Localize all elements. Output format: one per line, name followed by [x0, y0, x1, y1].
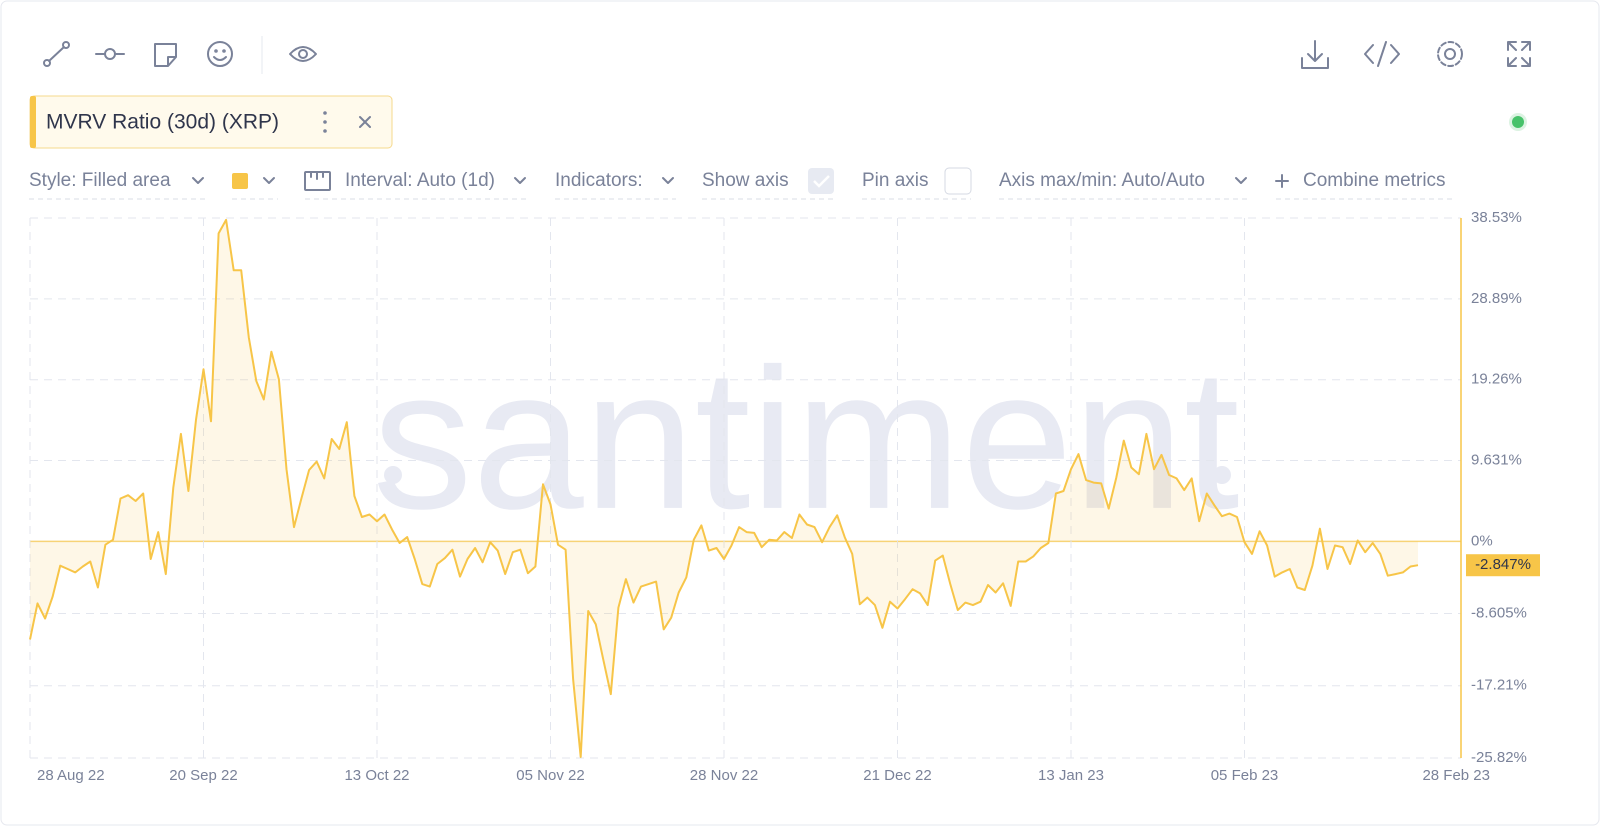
indicators-select[interactable]: Indicators:: [555, 170, 643, 191]
settings-button[interactable]: [1437, 41, 1463, 67]
pin-axis-checkbox[interactable]: [944, 167, 972, 195]
metric-tab[interactable]: MVRV Ratio (30d) (XRP): [29, 95, 393, 149]
interval-icon: [304, 171, 331, 191]
x-tick-label: 13 Jan 23: [1038, 767, 1104, 784]
plus-icon: [1275, 174, 1289, 188]
chevron: [192, 177, 204, 184]
watermark-text: santiment: [372, 328, 1239, 551]
x-tick-label: 05 Feb 23: [1211, 767, 1279, 784]
x-tick-label: 28 Aug 22: [37, 767, 105, 784]
tab-menu[interactable]: [323, 111, 327, 133]
x-tick-label: 20 Sep 22: [169, 767, 237, 784]
watermark: santiment: [372, 328, 1239, 551]
chart: 38.53% 28.89% 19.26% 9.631% 0% -8.605% -17.21%…: [29, 209, 1540, 784]
y-tick-label: -17.21%: [1471, 677, 1527, 694]
controls: Style: Filled area Interval: Auto (1d) I…: [29, 167, 1455, 200]
status-dot: [1512, 116, 1524, 128]
style-select[interactable]: Style: Filled area: [29, 170, 171, 191]
chevron: [1235, 177, 1247, 184]
x-tick-label: 13 Oct 22: [344, 767, 409, 784]
y-tick-label: -25.82%: [1471, 749, 1527, 766]
x-tick-label: 28 Feb 23: [1422, 767, 1490, 784]
interval-select[interactable]: Interval: Auto (1d): [345, 170, 495, 191]
y-tick-label: 38.53%: [1471, 209, 1522, 226]
watermark-dot: [1213, 466, 1231, 484]
y-tick-label: 28.89%: [1471, 290, 1522, 307]
chevron: [263, 177, 275, 184]
chevron: [662, 177, 674, 184]
x-tick-label: 28 Nov 22: [690, 767, 758, 784]
visibility-tool[interactable]: [289, 46, 317, 62]
area-fill: [30, 219, 1418, 757]
show-axis-label[interactable]: Show axis: [702, 170, 789, 191]
y-tick-label: -8.605%: [1471, 605, 1527, 622]
y-tick-label: 19.26%: [1471, 371, 1522, 388]
hline-tool[interactable]: [95, 48, 125, 60]
y-tick-label: 0%: [1471, 532, 1493, 549]
show-axis-checkbox[interactable]: [808, 168, 834, 194]
chevron: [514, 177, 526, 184]
metric-title: MVRV Ratio (30d) (XRP): [46, 111, 279, 134]
checkmark: [813, 175, 830, 188]
color-picker[interactable]: [232, 173, 248, 189]
y-tick-label: 9.631%: [1471, 451, 1522, 468]
tab-close[interactable]: [359, 116, 371, 128]
x-tick-label: 05 Nov 22: [516, 767, 584, 784]
fullscreen-button[interactable]: [1507, 41, 1531, 67]
area-line: [29, 218, 1419, 758]
line-tool[interactable]: [43, 41, 70, 67]
x-tick-label: 21 Dec 22: [863, 767, 931, 784]
axis-range-select[interactable]: Axis max/min: Auto/Auto: [999, 170, 1205, 191]
tab-accent: [30, 96, 36, 148]
current-value-badge: [1466, 554, 1540, 577]
combine-metrics[interactable]: Combine metrics: [1303, 170, 1446, 191]
watermark-dot: [384, 466, 402, 484]
emoji-tool[interactable]: [207, 41, 233, 67]
embed-button[interactable]: [1364, 41, 1400, 67]
note-tool[interactable]: [154, 43, 177, 67]
pin-axis-label[interactable]: Pin axis: [862, 170, 929, 191]
download-button[interactable]: [1301, 40, 1329, 69]
current-value-label: -2.847%: [1475, 556, 1531, 573]
toolbar: [43, 36, 1531, 74]
